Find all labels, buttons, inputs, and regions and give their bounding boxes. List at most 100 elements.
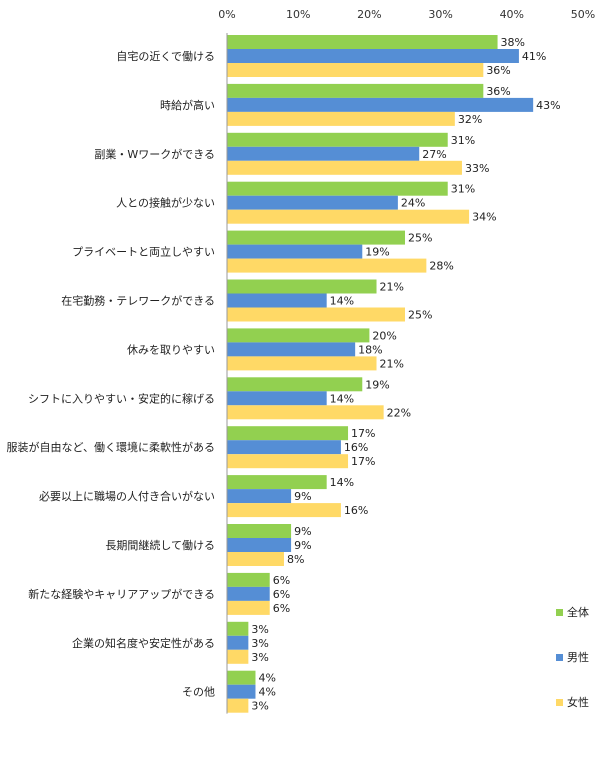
legend-swatch xyxy=(556,609,563,616)
bar xyxy=(227,649,249,664)
data-label: 3% xyxy=(251,623,268,636)
data-label: 21% xyxy=(380,281,404,294)
bar xyxy=(227,440,341,455)
bar xyxy=(227,63,484,77)
data-label: 20% xyxy=(372,329,396,342)
data-label: 4% xyxy=(258,686,275,699)
category-label: 時給が高い xyxy=(160,98,215,112)
bar xyxy=(227,552,284,566)
bar xyxy=(227,600,270,615)
data-label: 31% xyxy=(451,183,475,196)
bar xyxy=(227,83,484,98)
data-label: 43% xyxy=(536,99,560,112)
bar xyxy=(227,426,349,441)
bar xyxy=(227,391,327,406)
data-label: 14% xyxy=(330,295,354,308)
category-label: その他 xyxy=(182,686,215,699)
x-tick-label: 10% xyxy=(286,8,310,21)
bar xyxy=(227,586,270,601)
data-label: 6% xyxy=(273,602,290,615)
data-label: 4% xyxy=(258,672,275,685)
data-label: 6% xyxy=(273,574,290,587)
category-label: 服装が自由など、働く環境に柔軟性がある xyxy=(7,440,215,454)
data-label: 19% xyxy=(365,246,389,259)
data-label: 27% xyxy=(422,148,446,161)
bar xyxy=(227,621,249,636)
data-label: 18% xyxy=(358,343,382,356)
x-tick-label: 20% xyxy=(357,8,381,21)
bar xyxy=(227,195,398,210)
category-label: 休みを取りやすい xyxy=(127,343,215,356)
data-label: 16% xyxy=(344,504,368,517)
bar xyxy=(227,244,363,259)
bar xyxy=(227,258,427,273)
bar xyxy=(227,132,448,147)
category-label: 自宅の近くで働ける xyxy=(116,49,215,63)
bar xyxy=(227,279,377,294)
category-label: 人との接触が少ない xyxy=(116,196,215,210)
data-label: 25% xyxy=(408,232,432,245)
legend-label: 男性 xyxy=(567,650,589,664)
data-label: 19% xyxy=(365,378,389,391)
legend-swatch xyxy=(556,699,563,706)
bar xyxy=(227,230,405,245)
data-label: 14% xyxy=(330,476,354,489)
data-label: 32% xyxy=(458,113,482,126)
legend-label: 女性 xyxy=(567,695,589,709)
bar xyxy=(227,635,249,650)
bar xyxy=(227,356,377,371)
bar xyxy=(227,405,384,420)
bar xyxy=(227,181,448,196)
data-label: 34% xyxy=(472,211,496,224)
bar xyxy=(227,209,470,224)
bar xyxy=(227,489,292,504)
data-label: 36% xyxy=(486,85,510,98)
data-label: 8% xyxy=(287,553,304,566)
bar xyxy=(227,160,462,175)
bar xyxy=(227,307,405,322)
bar xyxy=(227,572,270,587)
data-label: 17% xyxy=(351,427,375,440)
data-label: 38% xyxy=(501,36,525,49)
bars-group xyxy=(227,35,534,713)
bar xyxy=(227,293,327,308)
bar xyxy=(227,97,534,112)
data-label: 9% xyxy=(294,525,311,538)
bar xyxy=(227,111,455,126)
data-label: 31% xyxy=(451,134,475,147)
data-label: 25% xyxy=(408,309,432,322)
category-label: 在宅勤務・テレワークができる xyxy=(61,294,215,308)
data-label: 22% xyxy=(387,406,411,419)
legend-label: 全体 xyxy=(567,605,589,619)
data-label: 21% xyxy=(380,357,404,370)
data-label: 36% xyxy=(486,64,510,77)
bar xyxy=(227,475,327,490)
data-label: 41% xyxy=(522,50,546,63)
data-label: 28% xyxy=(429,260,453,273)
bar xyxy=(227,35,498,49)
data-label: 3% xyxy=(251,700,268,713)
category-label: プライベートと両立しやすい xyxy=(72,245,215,259)
x-tick-label: 50% xyxy=(571,8,595,21)
data-label: 33% xyxy=(465,162,489,175)
legend-swatch xyxy=(556,654,563,661)
data-label: 9% xyxy=(294,539,311,552)
data-label: 6% xyxy=(273,588,290,601)
data-label: 3% xyxy=(251,651,268,664)
data-label: 16% xyxy=(344,441,368,454)
data-label: 9% xyxy=(294,490,311,503)
data-label: 3% xyxy=(251,637,268,650)
bar xyxy=(227,328,370,343)
x-tick-label: 30% xyxy=(428,8,452,21)
category-label: 長期間継続して働ける xyxy=(105,538,215,552)
data-labels: 38%41% 36% 36% 43% 32% 31% 27% 33% 31% 24% 34% 25% 1… xyxy=(251,36,560,713)
data-label: 24% xyxy=(401,197,425,210)
data-label: 17% xyxy=(351,455,375,468)
bar xyxy=(227,684,256,699)
bar xyxy=(227,49,519,63)
bar xyxy=(227,698,249,713)
bar xyxy=(227,503,341,518)
bar xyxy=(227,524,292,538)
